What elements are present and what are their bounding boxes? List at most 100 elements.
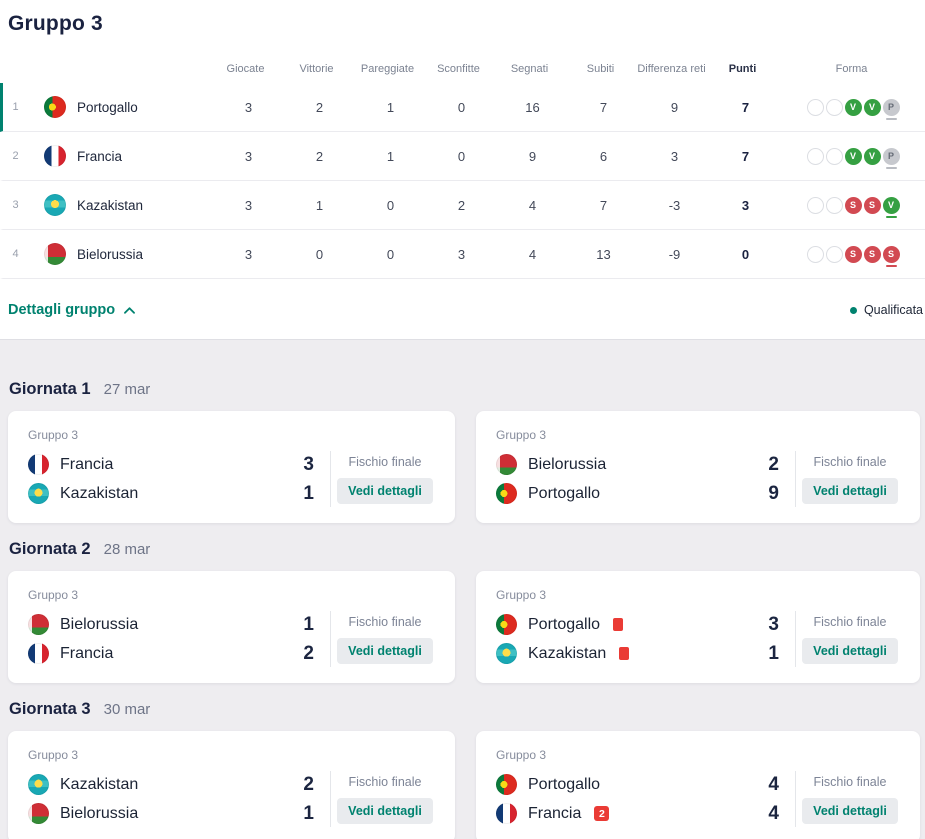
view-details-button[interactable]: Vedi dettagli <box>802 797 898 824</box>
france-flag-icon <box>44 145 66 167</box>
rank-number: 3 <box>12 199 19 211</box>
form-badge-win: V <box>863 147 881 165</box>
stat-cell: 3 <box>670 148 679 164</box>
team-cell[interactable]: Kazakistan <box>28 194 213 216</box>
standings-row: 1 Portogallo 3 2 1 0 16 7 9 7 V V P <box>0 83 925 132</box>
table-footer: Dettagli gruppo Qualificata <box>0 302 925 318</box>
match-teams: Portogallo 4 Francia 2 4 <box>496 771 779 827</box>
matchday-date: 30 mar <box>103 701 151 718</box>
view-details-button[interactable]: Vedi dettagli <box>802 477 898 504</box>
form-badge-empty <box>806 196 824 214</box>
red-card-icon <box>619 647 630 660</box>
portugal-flag-icon <box>496 614 517 635</box>
page-title: Gruppo 3 <box>8 12 103 35</box>
view-details-button[interactable]: Vedi dettagli <box>337 797 433 824</box>
stat-cell: 3 <box>244 246 253 262</box>
match-team-name: Bielorussia <box>528 455 607 473</box>
match-score: 1 <box>303 802 314 824</box>
matchday-date: 28 mar <box>103 541 151 558</box>
group-details-label: Dettagli gruppo <box>8 302 116 318</box>
match-score: 2 <box>303 642 314 664</box>
match-body: Portogallo 3 Kazakistan 1 Fischio finale Vedi… <box>496 611 904 667</box>
match-card: Gruppo 3 Portogallo 4 Francia 2 4 Fischio fina… <box>476 731 920 839</box>
portugal-flag-icon <box>496 483 517 504</box>
card-divider <box>330 771 331 827</box>
belarus-flag-icon <box>496 454 517 475</box>
view-details-button[interactable]: Vedi dettagli <box>337 637 433 664</box>
match-score: 1 <box>303 482 314 504</box>
stat-cell: 13 <box>596 246 611 262</box>
view-details-button[interactable]: Vedi dettagli <box>802 637 898 664</box>
match-team-name: Portogallo <box>528 615 601 633</box>
match-team-name: Bielorussia <box>60 615 139 633</box>
match-score: 1 <box>768 642 779 664</box>
standings-table: Giocate Vittorie Pareggiate Sconfitte Segnat… <box>0 55 925 279</box>
team-name: Francia <box>77 148 123 164</box>
match-team-row[interactable]: Portogallo 9 <box>496 480 779 507</box>
standings-header: Giocate Vittorie Pareggiate Sconfitte Segnat… <box>0 55 925 83</box>
match-team-row[interactable]: Francia 3 <box>28 451 314 478</box>
team-name: Bielorussia <box>77 246 144 262</box>
view-details-button[interactable]: Vedi dettagli <box>337 477 433 504</box>
france-flag-icon <box>496 803 517 824</box>
standings-body: 1 Portogallo 3 2 1 0 16 7 9 7 V V P 2 Francia 3 2 1 0 9 6 3 7 V… <box>0 83 925 279</box>
column-header-punti: Punti <box>728 63 757 75</box>
chevron-up-icon <box>124 307 136 314</box>
match-team-row[interactable]: Portogallo 3 <box>496 611 779 638</box>
form-badge-loss: S <box>863 245 881 263</box>
matchday-section: Giornata 2 28 mar Gruppo 3 Bielorussia 1 Fran… <box>8 540 920 683</box>
match-team-row[interactable]: Francia 2 <box>28 640 314 667</box>
match-status-column: Fischio finale Vedi dettagli <box>331 615 439 664</box>
match-cards-row: Gruppo 3 Francia 3 Kazakistan 1 Fischio final… <box>8 411 920 523</box>
column-header-differenza-reti: Differenza reti <box>637 63 706 75</box>
stat-cell: 3 <box>457 246 466 262</box>
match-team-row[interactable]: Kazakistan 2 <box>28 771 314 798</box>
match-team-row[interactable]: Bielorussia 1 <box>28 611 314 638</box>
form-badge-loss: S <box>882 245 900 267</box>
match-status: Fischio finale <box>348 774 422 789</box>
group-details-link[interactable]: Dettagli gruppo <box>8 302 136 318</box>
column-header-forma: Forma <box>835 63 868 75</box>
match-team-row[interactable]: Bielorussia 2 <box>496 451 779 478</box>
matchday-title: Giornata 1 <box>9 380 91 398</box>
column-header-subiti: Subiti <box>586 63 615 75</box>
team-cell[interactable]: Francia <box>28 145 213 167</box>
card-divider <box>795 611 796 667</box>
portugal-flag-icon <box>44 96 66 118</box>
match-team-row[interactable]: Kazakistan 1 <box>496 640 779 667</box>
match-team-name: Kazakistan <box>60 484 139 502</box>
match-body: Bielorussia 2 Portogallo 9 Fischio finale Ved… <box>496 451 904 507</box>
match-status-column: Fischio finale Vedi dettagli <box>796 615 904 664</box>
stat-cell: 2 <box>315 148 324 164</box>
match-status: Fischio finale <box>348 454 422 469</box>
match-team-name: Kazakistan <box>60 775 139 793</box>
stat-cell: 0 <box>386 246 395 262</box>
red-card-icon <box>613 618 624 631</box>
qualified-dot-icon <box>849 306 857 314</box>
team-cell[interactable]: Portogallo <box>28 96 213 118</box>
stat-cell: 9 <box>670 99 679 115</box>
match-teams: Francia 3 Kazakistan 1 <box>28 451 314 507</box>
match-score: 2 <box>768 453 779 475</box>
match-team-row[interactable]: Bielorussia 1 <box>28 800 314 827</box>
belarus-flag-icon <box>44 243 66 265</box>
team-cell[interactable]: Bielorussia <box>28 243 213 265</box>
match-team-row[interactable]: Kazakistan 1 <box>28 480 314 507</box>
match-cards-row: Gruppo 3 Bielorussia 1 Francia 2 Fischio fina… <box>8 571 920 683</box>
match-group-label: Gruppo 3 <box>28 748 79 762</box>
match-team-row[interactable]: Francia 2 4 <box>496 800 779 827</box>
team-name: Kazakistan <box>77 197 144 213</box>
match-team-name: Francia <box>528 804 582 822</box>
form-badge-empty <box>806 147 824 165</box>
match-card: Gruppo 3 Kazakistan 2 Bielorussia 1 Fischio f… <box>8 731 455 839</box>
rank-number: 2 <box>12 150 19 162</box>
match-team-row[interactable]: Portogallo 4 <box>496 771 779 798</box>
matchday-heading: Giornata 3 30 mar <box>9 700 917 719</box>
belarus-flag-icon <box>28 614 49 635</box>
match-score: 3 <box>768 613 779 635</box>
form-badge-empty <box>806 98 824 116</box>
match-score: 2 <box>303 773 314 795</box>
matchday-date: 27 mar <box>103 381 151 398</box>
